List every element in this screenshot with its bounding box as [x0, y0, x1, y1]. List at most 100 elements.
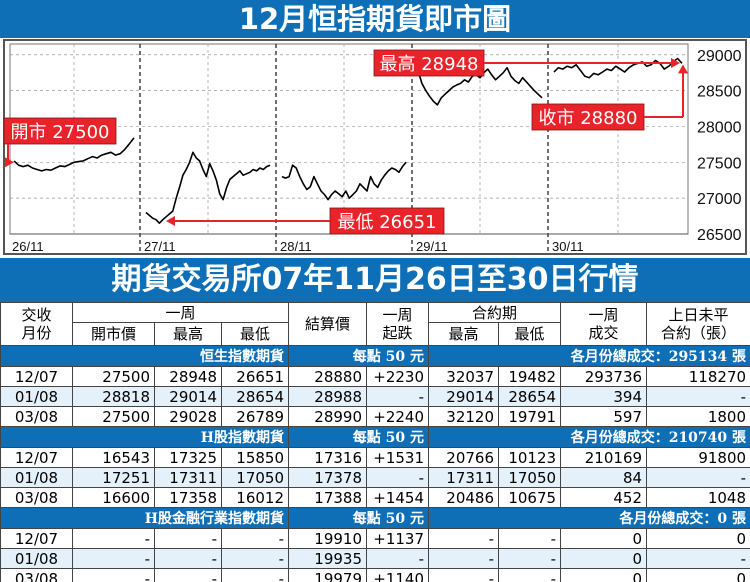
section-header: 恒生指數期貨 每點 50 元各月份總成交：295134 張: [0, 345, 750, 367]
high-annotation-label: 最高 28948: [380, 54, 479, 75]
header-contract-period: 合約期: [428, 302, 562, 323]
table-cell: 01/08: [0, 386, 73, 407]
table-cell: 20766: [428, 447, 500, 468]
table-cell: 32120: [428, 406, 500, 427]
chart-title-banner: 12月恒指期貨即市圖: [0, 0, 750, 38]
header-open: 開市價: [72, 322, 155, 346]
high-arrow-head: [671, 58, 680, 68]
table-cell: 597: [560, 406, 648, 427]
section-unit: 每點 50 元: [288, 426, 430, 448]
table-cell: 27500: [72, 406, 155, 427]
table-cell: 01/08: [0, 548, 73, 569]
table-cell: 17316: [288, 447, 368, 468]
table-row: 12/07- - -19910 +1137- -0 0: [0, 528, 750, 549]
futures-quote-table: 交收 月份 一周 結算價 一周 起跌 合約期 一周 成交 上日未平 合約（張） …: [0, 302, 750, 582]
table-cell: -: [220, 568, 290, 582]
x-tick-label: 29/11: [416, 239, 448, 254]
table-cell: 28654: [498, 386, 562, 407]
table-cell: 28654: [220, 386, 290, 407]
table-cell: 293736: [560, 366, 648, 387]
table-cell: 0: [560, 548, 648, 569]
table-cell: 17311: [154, 467, 222, 488]
table-cell: 0: [646, 528, 750, 549]
header-weekly-change-text: 一周 起跌: [382, 306, 413, 342]
section-header: H股指數期貨 每點 50 元各月份總成交：210740 張: [0, 426, 750, 448]
x-tick-label: 26/11: [12, 239, 44, 254]
table-cell: +2240: [366, 406, 430, 427]
table-cell: 17378: [288, 467, 368, 488]
table-cell: 12/07: [0, 447, 73, 468]
close-annotation-label: 收市 28880: [539, 108, 638, 129]
table-cell: 28990: [288, 406, 368, 427]
table-cell: +1454: [366, 487, 430, 508]
header-weekly-change: 一周 起跌: [366, 302, 430, 346]
table-cell: -: [646, 467, 750, 488]
header-open-interest: 上日未平 合約（張）: [646, 302, 750, 346]
table-cell: 28880: [288, 366, 368, 387]
table-cell: 16543: [72, 447, 155, 468]
table-cell: 0: [646, 568, 750, 582]
table-cell: -: [366, 467, 430, 488]
table-cell: -: [366, 548, 430, 569]
section-unit: 每點 50 元: [288, 507, 430, 529]
table-cell: 29028: [154, 406, 222, 427]
table-cell: 16012: [220, 487, 290, 508]
table-cell: 20486: [428, 487, 500, 508]
y-tick-label: 29000: [697, 48, 742, 65]
x-tick-label: 28/11: [280, 239, 312, 254]
section-total: 各月份總成交：0 張: [428, 507, 750, 529]
table-row: 01/08 28818 29014 28654 28988-29014 28654 394-: [0, 386, 750, 407]
y-tick-label: 28500: [697, 84, 742, 101]
open-arrow-head: [5, 157, 14, 168]
table-row: 03/08 27500 29028 26789 28990 +2240 32120 19791…: [0, 406, 750, 427]
chart-title: 12月恒指期貨即市圖: [238, 2, 512, 36]
table-cell: -: [72, 568, 155, 582]
table-cell: 17358: [154, 487, 222, 508]
table-cell: 03/08: [0, 487, 73, 508]
table-cell: -: [498, 548, 562, 569]
header-contract-low: 最低: [498, 322, 562, 346]
table-cell: 01/08: [0, 467, 73, 488]
intraday-chart: 26500 27000 27500 28000 28500 29000 26/11 27/11…: [0, 38, 750, 258]
header-high: 最高: [154, 322, 222, 346]
table-cell: 19935: [288, 548, 368, 569]
section-unit: 每點 50 元: [288, 345, 430, 367]
series-line-29-11: [417, 66, 543, 106]
table-cell: -: [646, 548, 750, 569]
table-cell: 19791: [498, 406, 562, 427]
table-cell: -: [220, 548, 290, 569]
table-cell: -: [646, 386, 750, 407]
x-tick-label: 30/11: [552, 239, 584, 254]
section-total: 各月份總成交：295134 張: [428, 345, 750, 367]
table-cell: 1800: [646, 406, 750, 427]
table-cell: +2230: [366, 366, 430, 387]
low-arrow-head: [166, 216, 175, 226]
table-cell: 16600: [72, 487, 155, 508]
table-row: 12/07 27500 28948 26651 28880 +2230 32037 19482…: [0, 366, 750, 387]
header-low: 最低: [220, 322, 290, 346]
table-row: 12/07 16543 17325 15850 17316 +1531 20766 10123…: [0, 447, 750, 468]
header-weekly-volume-text: 一周 成交: [588, 306, 619, 342]
header-contract-high: 最高: [428, 322, 500, 346]
section-name: H股金融行業指數期貨: [0, 507, 290, 529]
table-cell: 19979: [288, 568, 368, 582]
table-cell: 17050: [220, 467, 290, 488]
open-annotation-box: [3, 117, 117, 145]
header-contract-month-text: 交收 月份: [21, 306, 52, 342]
table-cell: 29014: [428, 386, 500, 407]
table-cell: 17251: [72, 467, 155, 488]
table-cell: -: [154, 528, 222, 549]
table-cell: -: [498, 568, 562, 582]
table-cell: -: [366, 386, 430, 407]
header-weekly-volume: 一周 成交: [560, 302, 648, 346]
table-title-banner: 期貨交易所07年11月26日至30日行情: [0, 258, 750, 302]
table-cell: 19910: [288, 528, 368, 549]
table-cell: +1137: [366, 528, 430, 549]
table-cell: 17325: [154, 447, 222, 468]
chart-svg: 26500 27000 27500 28000 28500 29000 26/11 27/11…: [3, 39, 747, 255]
table-body: 恒生指數期貨 每點 50 元各月份總成交：295134 張 12/07 27500 28…: [0, 345, 750, 582]
close-arrow-head: [678, 64, 688, 74]
y-tick-label: 28000: [697, 119, 742, 136]
high-annotation-box: [373, 49, 485, 77]
table-row: 03/08 16600 17358 16012 17388 +1454 20486 10675…: [0, 487, 750, 508]
